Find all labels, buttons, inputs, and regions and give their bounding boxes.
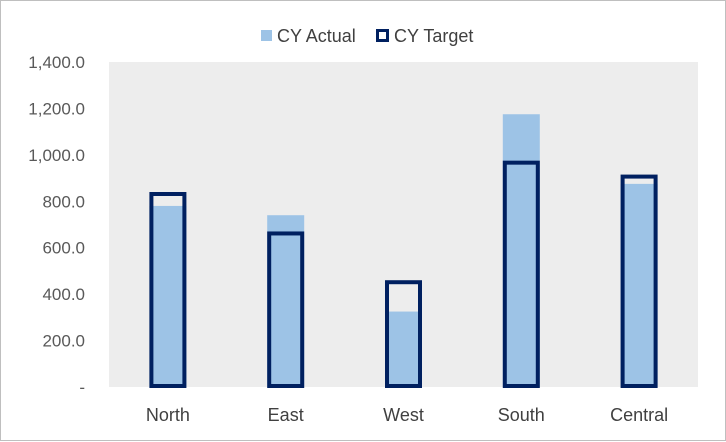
bar-cy-target-central [620, 174, 658, 388]
legend-label-cy-target: CY Target [394, 26, 473, 46]
bar-cy-actual-east [267, 215, 305, 387]
bar-cy-target-west [385, 280, 422, 389]
x-axis: North East West South Central [146, 405, 668, 425]
bar-cy-target-east [267, 231, 305, 388]
bar-cy-target-south [502, 160, 540, 388]
bars [149, 114, 658, 389]
bar-cy-actual-central [620, 183, 658, 387]
y-tick-label: 600.0 [42, 239, 85, 258]
y-tick-label: - [79, 378, 85, 397]
legend-swatch-cy-target [376, 29, 389, 42]
y-tick-label: 1,400.0 [28, 53, 85, 72]
bar-cy-actual-west [385, 311, 422, 387]
legend-label-cy-actual: CY Actual [277, 26, 356, 46]
y-tick-label: 400.0 [42, 285, 85, 304]
y-tick-label: 200.0 [42, 332, 85, 351]
x-tick-label-south: South [498, 405, 545, 425]
y-axis: - 200.0 400.0 600.0 800.0 1,000.0 1,200.0 1,400… [28, 53, 85, 397]
legend-swatch-cy-actual [261, 30, 272, 41]
y-tick-label: 800.0 [42, 192, 85, 211]
legend: CY Actual CY Target [261, 26, 473, 46]
bar-cy-target-north [149, 192, 187, 388]
x-tick-label-west: West [383, 405, 424, 425]
y-tick-label: 1,000.0 [28, 146, 85, 165]
y-tick-label: 1,200.0 [28, 99, 85, 118]
x-tick-label-east: East [268, 405, 304, 425]
bar-cy-actual-south [502, 114, 540, 387]
bar-cy-actual-north [149, 205, 187, 387]
x-tick-label-north: North [146, 405, 190, 425]
x-tick-label-central: Central [610, 405, 668, 425]
